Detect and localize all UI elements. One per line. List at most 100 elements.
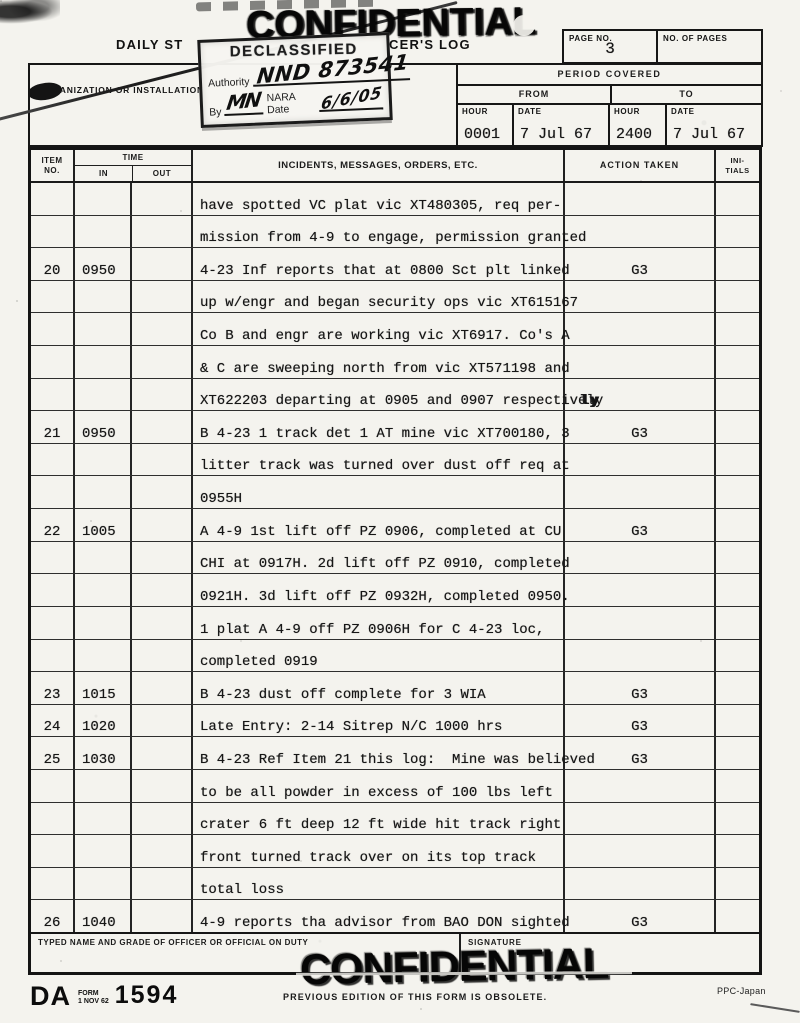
incident-text-cell: front turned track over on its top track	[193, 835, 565, 867]
initials-cell	[716, 216, 759, 248]
by-label: By	[209, 106, 222, 119]
form-title-right-fragment: CER'S LOG	[389, 37, 471, 52]
incident-text-cell: to be all powder in excess of 100 lbs le…	[193, 769, 565, 802]
time-in-cell	[75, 280, 132, 313]
action-taken-cell	[565, 215, 716, 248]
time-in-cell	[75, 313, 132, 346]
form-title-left-fragment: DAILY ST	[116, 37, 184, 52]
initials-cell	[716, 900, 759, 932]
action-taken-cell	[565, 541, 716, 574]
item-no-cell	[31, 867, 75, 900]
action-taken-cell	[565, 639, 716, 672]
table-row: crater 6 ft deep 12 ft wide hit track ri…	[31, 802, 759, 836]
initials-cell	[716, 542, 759, 574]
item-no-cell	[31, 313, 75, 346]
time-in-cell	[75, 802, 132, 835]
initials-cell	[716, 737, 759, 769]
time-out-cell	[132, 541, 193, 574]
page-no-value: 3	[605, 40, 615, 58]
item-no-cell	[31, 280, 75, 313]
incident-text-cell: Late Entry: 2-14 Sitrep N/C 1000 hrs	[193, 704, 565, 737]
action-taken-cell	[565, 183, 716, 215]
table-row: to be all powder in excess of 100 lbs le…	[31, 769, 759, 803]
initials-cell	[716, 868, 759, 900]
scan-crease-bottom-right	[750, 1003, 800, 1013]
initials-cell	[716, 281, 759, 313]
nara-date-label: NARA Date	[266, 91, 296, 117]
time-out-cell	[132, 248, 193, 280]
action-taken-cell	[565, 835, 716, 867]
scan-corner-smudge	[0, 0, 60, 26]
handwritten-date: 6/6/05	[319, 82, 384, 114]
initials-cell	[716, 313, 759, 345]
handwritten-initials: MN	[225, 87, 262, 116]
item-no-cell: 20	[31, 248, 75, 280]
by-underline: MN	[223, 87, 264, 116]
header-time-label: TIME	[75, 150, 191, 166]
item-no-cell: 25	[31, 737, 75, 769]
to-date-value: 7 Jul 67	[673, 126, 746, 143]
time-out-cell	[132, 672, 193, 704]
header-time: TIME IN OUT	[75, 150, 193, 181]
action-taken-cell	[565, 867, 716, 900]
time-out-cell	[132, 802, 193, 835]
table-row: 21 0950 B 4-23 1 track det 1 AT mine vic…	[31, 411, 759, 444]
initials-cell	[716, 444, 759, 476]
from-hour-value: 0001	[464, 126, 501, 143]
table-row: completed 0919	[31, 639, 759, 673]
incident-text-cell: total loss	[193, 867, 565, 900]
log-table: ITEM NO. TIME IN OUT INCIDENTS, MESSAGES…	[28, 147, 762, 975]
incident-text-cell: 1 plat A 4-9 off PZ 0906H for C 4-23 loc…	[193, 606, 565, 639]
incident-text-cell: have spotted VC plat vic XT480305, req p…	[193, 183, 565, 215]
period-to-label: TO	[679, 89, 694, 99]
header-time-out: OUT	[152, 168, 172, 178]
item-no-cell	[31, 443, 75, 476]
time-out-cell	[132, 867, 193, 900]
time-in-cell	[75, 639, 132, 672]
item-no-cell	[31, 639, 75, 672]
time-in-cell	[75, 215, 132, 248]
table-row: 0921H. 3d lift off PZ 0932H, completed 0…	[31, 574, 759, 607]
stamp-void-spot	[513, 15, 535, 36]
incident-text-cell: 0955H	[193, 476, 565, 509]
date-label: DATE	[518, 107, 542, 116]
item-no-cell	[31, 183, 75, 215]
form-identifier-block: DA FORM 1 NOV 62 1594	[30, 981, 178, 1012]
table-row: 24 1020 Late Entry: 2-14 Sitrep N/C 1000…	[31, 704, 759, 738]
incident-text-cell: mission from 4-9 to engage, permission g…	[193, 215, 586, 248]
time-out-cell	[132, 509, 193, 541]
time-in-cell	[75, 769, 132, 802]
header-initials: INI- TIALS	[725, 156, 750, 175]
initials-cell	[716, 672, 759, 704]
time-out-cell	[132, 280, 193, 313]
initials-cell	[716, 379, 759, 411]
item-no-cell	[31, 346, 75, 378]
table-row: 23 1015 B 4-23 dust off complete for 3 W…	[31, 672, 759, 705]
action-taken-cell: G3	[565, 672, 716, 704]
time-in-cell: 1040	[75, 900, 132, 933]
log-table-body: have spotted VC plat vic XT480305, req p…	[31, 183, 759, 933]
incident-text-cell: B 4-23 Ref Item 21 this log: Mine was be…	[193, 737, 595, 769]
organization-label: ORGANIZATION OR INSTALLATION	[38, 85, 204, 95]
period-to-date-cell: DATE 7 Jul 67	[667, 105, 761, 145]
action-taken-cell: G3	[565, 704, 716, 737]
item-no-cell	[31, 606, 75, 639]
initials-cell	[716, 574, 759, 606]
item-no-cell: 21	[31, 411, 75, 443]
header-incidents: INCIDENTS, MESSAGES, ORDERS, ETC.	[193, 150, 565, 181]
item-no-cell: 26	[31, 900, 75, 933]
item-no-cell	[31, 476, 75, 509]
item-no-cell	[31, 378, 75, 411]
from-date-value: 7 Jul 67	[520, 126, 593, 143]
typed-name-label: TYPED NAME AND GRADE OF OFFICER OR OFFIC…	[31, 934, 461, 972]
initials-cell	[716, 835, 759, 867]
date-label: DATE	[671, 107, 695, 116]
time-in-cell	[75, 476, 132, 509]
page-no-label: PAGE NO.	[569, 34, 613, 43]
time-out-cell	[132, 835, 193, 867]
action-taken-cell	[565, 378, 716, 411]
to-hour-value: 2400	[616, 126, 653, 143]
time-out-cell	[132, 183, 193, 215]
initials-cell	[716, 346, 759, 378]
table-row: 1 plat A 4-9 off PZ 0906H for C 4-23 loc…	[31, 606, 759, 640]
